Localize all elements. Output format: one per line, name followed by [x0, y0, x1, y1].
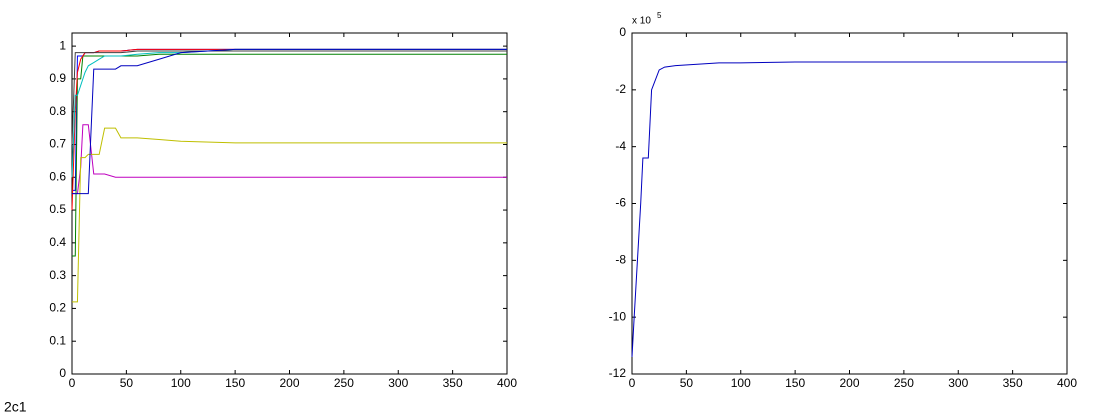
series-line — [72, 48, 507, 191]
y-tick-label: 0.7 — [49, 137, 66, 151]
x-tick-label: 200 — [279, 376, 299, 390]
x-tick-label: 400 — [497, 376, 517, 390]
y-tick-label: 0.3 — [49, 268, 66, 282]
series-line — [72, 124, 507, 195]
y-tick-label: -10 — [609, 309, 627, 323]
x-tick-label: 250 — [334, 376, 354, 390]
y-tick-label: -2 — [615, 82, 626, 96]
axis-multiplier: x 10 — [632, 16, 651, 27]
y-tick-label: 0.1 — [49, 333, 66, 347]
figure-label: 2c1 — [4, 399, 27, 415]
series-line — [71, 50, 507, 145]
y-tick-label: -4 — [615, 139, 626, 153]
series-line — [72, 48, 507, 195]
y-tick-label: 0 — [59, 366, 66, 380]
y-tick-label: -6 — [615, 196, 626, 210]
y-tick-label: 0.6 — [49, 169, 66, 183]
series-line — [631, 61, 1067, 357]
y-tick-label: 0 — [619, 25, 626, 39]
y-tick-label: 0.4 — [49, 235, 66, 249]
axis-exponent: 5 — [657, 11, 662, 20]
y-tick-label: 1 — [59, 38, 66, 52]
x-tick-label: 350 — [1003, 376, 1023, 390]
x-tick-label: 100 — [731, 376, 751, 390]
y-tick-label: 0.5 — [49, 202, 66, 216]
y-tick-label: 0.9 — [49, 71, 66, 85]
y-tick-label: -8 — [615, 253, 626, 267]
series-line — [72, 127, 507, 303]
x-tick-label: 300 — [388, 376, 408, 390]
y-tick-label: 0.2 — [49, 301, 66, 315]
x-tick-label: 200 — [839, 376, 859, 390]
y-tick-label: 0.8 — [49, 104, 66, 118]
x-tick-label: 50 — [120, 376, 134, 390]
x-tick-label: 150 — [225, 376, 245, 390]
axes-box — [71, 32, 508, 375]
x-tick-label: 150 — [785, 376, 805, 390]
x-tick-label: 0 — [69, 376, 76, 390]
axes-box — [631, 32, 1068, 375]
x-tick-label: 400 — [1057, 376, 1077, 390]
series-line — [72, 53, 507, 257]
x-tick-label: 50 — [680, 376, 694, 390]
y-tick-label: -12 — [609, 366, 627, 380]
x-tick-label: 250 — [894, 376, 914, 390]
x-tick-label: 0 — [629, 376, 636, 390]
x-tick-label: 300 — [948, 376, 968, 390]
series-line — [71, 48, 507, 178]
x-tick-label: 100 — [171, 376, 191, 390]
series-line — [71, 48, 507, 211]
x-tick-label: 350 — [443, 376, 463, 390]
